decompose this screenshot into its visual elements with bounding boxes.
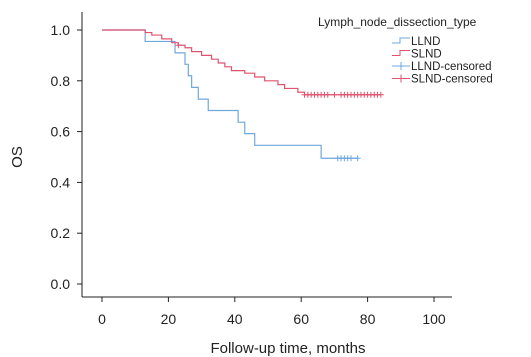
legend-title: Lymph_node_dissection_type: [318, 15, 477, 29]
y-tick-label: 0.2: [51, 225, 71, 241]
series-line-slnd: [102, 29, 381, 96]
legend-swatch-censor: [392, 74, 410, 83]
x-tick-label: 40: [227, 311, 243, 327]
y-tick-label: 1.0: [51, 22, 71, 38]
legend-swatch-censor: [392, 62, 410, 70]
censor-mark-slnd: [175, 42, 182, 49]
legend-swatch-step: [392, 37, 410, 44]
x-tick-label: 0: [98, 311, 106, 327]
censor-mark-llnd: [354, 155, 361, 162]
x-tick-label: 60: [293, 311, 309, 327]
y-tick-label: 0.8: [51, 73, 71, 89]
censor-mark-slnd: [331, 91, 338, 98]
legend-label: LLND-censored: [411, 61, 492, 73]
x-tick-label: 20: [161, 311, 177, 327]
legend-label: SLND-censored: [411, 74, 493, 86]
y-ticks: 0.0 0.2 0.4 0.6 0.8 1.0: [51, 22, 82, 292]
censor-mark-llnd: [348, 155, 354, 162]
censor-mark-slnd: [377, 91, 384, 98]
axes: [81, 12, 452, 298]
legend-swatch-step: [392, 50, 410, 56]
y-axis-title: OS: [9, 146, 26, 168]
x-tick-label: 80: [360, 311, 376, 327]
legend-label: LLND: [411, 36, 440, 48]
x-ticks: 0 20 40 60 80 100: [98, 297, 446, 327]
x-axis-title: Follow-up time, months: [210, 340, 365, 357]
y-tick-label: 0.6: [51, 124, 71, 140]
y-tick-label: 0.0: [51, 276, 71, 292]
censor-mark-slnd: [324, 91, 331, 98]
y-tick-label: 0.4: [51, 174, 71, 190]
series-line-llnd: [102, 29, 358, 159]
series-layer: [102, 29, 384, 162]
x-tick-label: 100: [422, 311, 446, 327]
legend: Lymph_node_dissection_type LLNDSLNDLLND-…: [318, 15, 493, 86]
legend-label: SLND: [411, 49, 442, 61]
